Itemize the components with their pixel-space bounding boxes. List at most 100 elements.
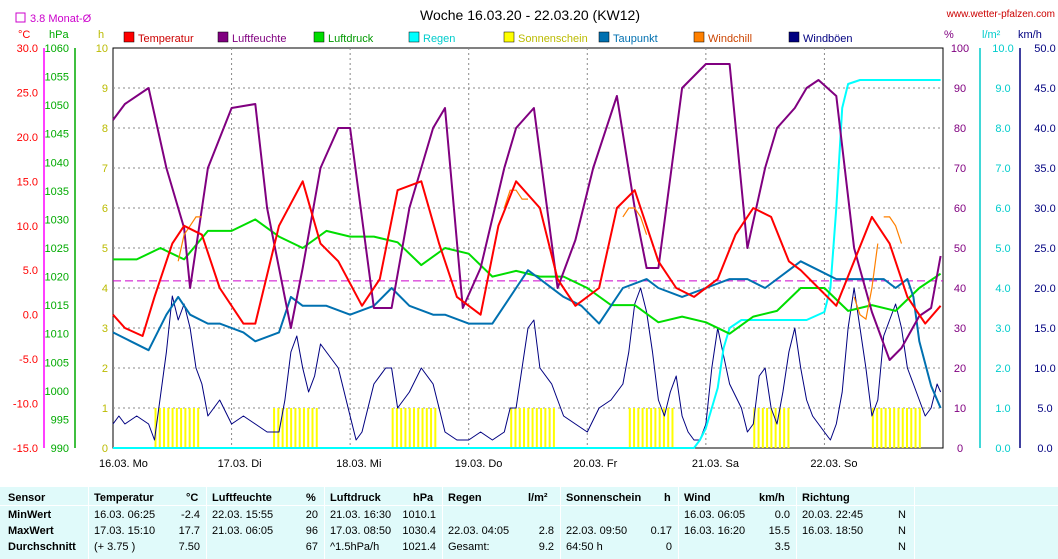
windchill-line bbox=[177, 216, 202, 262]
percent-tick: 40 bbox=[954, 283, 966, 295]
sunshine-bar bbox=[628, 408, 631, 448]
stats-cell-sun_val: 0 bbox=[665, 541, 672, 553]
stats-cell-temp_val: -2.4 bbox=[181, 509, 200, 521]
sunshine-bar bbox=[184, 408, 187, 448]
stats-cell-hum_time: 21.03. 06:05 bbox=[212, 525, 274, 537]
hpa-tick: 1040 bbox=[45, 157, 69, 169]
sunshine-bar bbox=[510, 408, 513, 448]
sunshine-bar bbox=[158, 408, 161, 448]
stats-cell-press_time: 21.03. 16:30 bbox=[330, 509, 392, 521]
sunshine-bar bbox=[180, 408, 183, 448]
x-tick-label: 22.03. So bbox=[810, 458, 857, 470]
rain-tick: 10.0 bbox=[992, 43, 1013, 55]
sunshine-bar bbox=[531, 408, 534, 448]
percent-tick: 20 bbox=[954, 363, 966, 375]
hpa-tick: 1060 bbox=[45, 43, 69, 55]
sunshine-bar bbox=[163, 408, 166, 448]
sunshine-bar bbox=[914, 408, 917, 448]
sunshine-bar bbox=[430, 408, 433, 448]
sunshine-bar bbox=[311, 408, 314, 448]
percent-tick: 0 bbox=[957, 443, 963, 455]
header-humidity-unit: % bbox=[306, 492, 316, 504]
percent-tick: 90 bbox=[954, 83, 966, 95]
celsius-tick: 30.0 bbox=[17, 43, 38, 55]
header-rain: Regen bbox=[448, 492, 482, 504]
hpa-tick: 1030 bbox=[45, 214, 69, 226]
sunshine-bar bbox=[412, 408, 415, 448]
header-sunshine-unit: h bbox=[664, 492, 671, 504]
speed-tick: 15.0 bbox=[1034, 323, 1055, 335]
percent-tick: 30 bbox=[954, 323, 966, 335]
sunshine-bar bbox=[918, 408, 921, 448]
header-wind-unit: km/h bbox=[759, 492, 785, 504]
sunshine-bar bbox=[897, 408, 900, 448]
stats-cell-press_time: ^1.5hPa/h bbox=[330, 541, 380, 553]
hpa-tick: 1000 bbox=[45, 386, 69, 398]
stats-table: Sensor Temperatur °C Luftfeuchte % Luftd… bbox=[0, 487, 1058, 559]
celsius-tick: 25.0 bbox=[17, 87, 38, 99]
stats-cell-press_time: 17.03. 08:50 bbox=[330, 525, 392, 537]
windchill-line bbox=[853, 243, 879, 321]
stats-cell-hum_val: 96 bbox=[305, 525, 318, 537]
sunshine-bar bbox=[298, 408, 301, 448]
stats-cell-wind_val: 15.5 bbox=[768, 525, 790, 537]
sunshine-bar bbox=[535, 408, 538, 448]
hpa-tick: 1050 bbox=[45, 100, 69, 112]
stats-cell-hum_time: 22.03. 15:55 bbox=[212, 509, 274, 521]
x-tick-label: 19.03. Do bbox=[455, 458, 503, 470]
pressure-line bbox=[113, 218, 942, 335]
header-pressure: Luftdruck bbox=[330, 492, 381, 504]
celsius-tick: 5.0 bbox=[23, 265, 38, 277]
sunshine-bar bbox=[753, 408, 756, 448]
percent-tick: 50 bbox=[954, 243, 966, 255]
unit-label: hPa bbox=[49, 29, 69, 41]
stats-cell-wind_val: 0.0 bbox=[774, 509, 790, 521]
sunshine-bar bbox=[910, 408, 913, 448]
sunshine-bar bbox=[281, 408, 284, 448]
sunshine-bar bbox=[787, 408, 790, 448]
header-wind: Wind bbox=[684, 492, 711, 504]
sunshine-bar bbox=[884, 408, 887, 448]
sunshine-bar bbox=[544, 408, 547, 448]
rain-tick: 5.0 bbox=[995, 243, 1010, 255]
stats-cell-wind_time: 16.03. 16:20 bbox=[684, 525, 746, 537]
percent-tick: 60 bbox=[954, 203, 966, 215]
hpa-tick: 1005 bbox=[45, 357, 69, 369]
sunshine-bar bbox=[654, 408, 657, 448]
rain-tick: 0.0 bbox=[995, 443, 1010, 455]
stats-cell-temp_time: 17.03. 15:10 bbox=[94, 525, 156, 537]
rain-tick: 9.0 bbox=[995, 83, 1010, 95]
rain-tick: 7.0 bbox=[995, 163, 1010, 175]
hours-tick: 9 bbox=[102, 83, 108, 95]
rain-tick: 3.0 bbox=[995, 323, 1010, 335]
hours-tick: 1 bbox=[102, 403, 108, 415]
sunshine-bar bbox=[523, 408, 526, 448]
hours-tick: 8 bbox=[102, 123, 108, 135]
hpa-tick: 1035 bbox=[45, 186, 69, 198]
sunshine-bar bbox=[893, 408, 896, 448]
celsius-tick: -10.0 bbox=[13, 399, 38, 411]
celsius-tick: 0.0 bbox=[23, 310, 38, 322]
weather-chart: 30.025.020.015.010.05.00.0-5.0-10.0-15.0… bbox=[13, 7, 1056, 470]
sunshine-bar bbox=[307, 408, 310, 448]
sunshine-bar bbox=[171, 408, 174, 448]
windchill-line bbox=[622, 207, 648, 235]
stats-cell-label: MinWert bbox=[8, 509, 52, 521]
sunshine-bar bbox=[285, 408, 288, 448]
sunshine-bar bbox=[880, 408, 883, 448]
sunshine-bar bbox=[277, 408, 280, 448]
stats-cell-temp_val: 17.7 bbox=[178, 525, 200, 537]
speed-tick: 25.0 bbox=[1034, 243, 1055, 255]
legend-swatch bbox=[313, 31, 325, 43]
sunshine-bar bbox=[761, 408, 764, 448]
legend-swatch bbox=[123, 31, 135, 43]
stats-cell-rain_val: 9.2 bbox=[538, 541, 554, 553]
percent-tick: 70 bbox=[954, 163, 966, 175]
legend-swatch bbox=[408, 31, 420, 43]
sunshine-bar bbox=[514, 408, 517, 448]
header-humidity: Luftfeuchte bbox=[212, 492, 272, 504]
sunshine-bar bbox=[404, 408, 407, 448]
hours-tick: 2 bbox=[102, 363, 108, 375]
hpa-tick: 1015 bbox=[45, 300, 69, 312]
sunshine-bar bbox=[783, 408, 786, 448]
